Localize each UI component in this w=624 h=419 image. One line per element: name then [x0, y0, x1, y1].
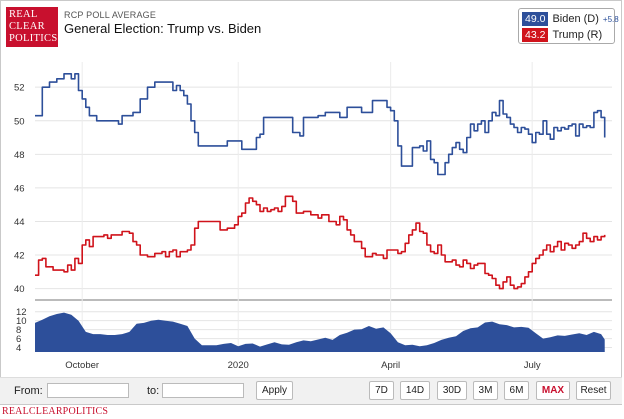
- range-6m-button[interactable]: 6M: [504, 381, 529, 400]
- range-max-button[interactable]: MAX: [536, 381, 570, 400]
- spread-y-tick-label: 10: [16, 316, 27, 327]
- footer-brand: REALCLEARPOLITICS: [2, 406, 109, 417]
- y-tick-label: 40: [14, 284, 25, 295]
- trump-line: [35, 195, 606, 290]
- x-tick-label: 2020: [228, 360, 249, 371]
- to-label: to:: [147, 385, 160, 397]
- y-tick-label: 52: [14, 83, 25, 94]
- range-30d-button[interactable]: 30D: [437, 381, 467, 400]
- spread-area: [35, 312, 605, 352]
- from-label: From:: [14, 385, 43, 397]
- logo-line-1: REAL: [9, 9, 38, 20]
- range-7d-button[interactable]: 7D: [369, 381, 394, 400]
- y-tick-label: 42: [14, 251, 25, 262]
- spread-y-tick-label: 12: [16, 307, 27, 318]
- spread-y-tick-label: 6: [16, 334, 21, 345]
- range-14d-button[interactable]: 14D: [400, 381, 430, 400]
- y-tick-label: 50: [14, 116, 25, 127]
- logo-line-3: POLITICS: [9, 33, 58, 44]
- rcp-logo: REAL CLEAR POLITICS: [6, 7, 58, 47]
- biden-name: Biden (D): [552, 13, 599, 25]
- reset-button[interactable]: Reset: [576, 381, 611, 400]
- x-tick-label: April: [381, 360, 400, 371]
- range-3m-button[interactable]: 3M: [473, 381, 498, 400]
- apply-button[interactable]: Apply: [256, 381, 293, 400]
- x-tick-label: October: [65, 360, 99, 371]
- legend-trump: 43.2 Trump (R): [522, 28, 602, 42]
- spread-y-tick-label: 8: [16, 325, 21, 336]
- chart-subtitle: RCP POLL AVERAGE: [64, 10, 157, 20]
- x-tick-label: July: [524, 360, 541, 371]
- chart-legend: 49.0 Biden (D) +5.8 43.2 Trump (R): [518, 8, 619, 44]
- y-tick-label: 48: [14, 150, 25, 161]
- legend-biden: 49.0 Biden (D) +5.8: [522, 12, 619, 26]
- from-date-input[interactable]: [47, 383, 129, 398]
- spread-y-tick-label: 4: [16, 343, 21, 354]
- controls-bar: From: to: Apply 7D 14D 30D 3M 6M MAX Res…: [0, 377, 622, 404]
- chart-title: General Election: Trump vs. Biden: [64, 21, 262, 36]
- logo-line-2: CLEAR: [9, 21, 45, 32]
- biden-spread: +5.8: [602, 14, 619, 24]
- y-tick-label: 44: [14, 217, 25, 228]
- biden-line: [35, 73, 606, 176]
- trump-name: Trump (R): [552, 29, 603, 41]
- y-tick-label: 46: [14, 183, 25, 194]
- to-date-input[interactable]: [162, 383, 244, 398]
- biden-value-badge: 49.0: [522, 12, 549, 26]
- trump-value-badge: 43.2: [522, 28, 549, 42]
